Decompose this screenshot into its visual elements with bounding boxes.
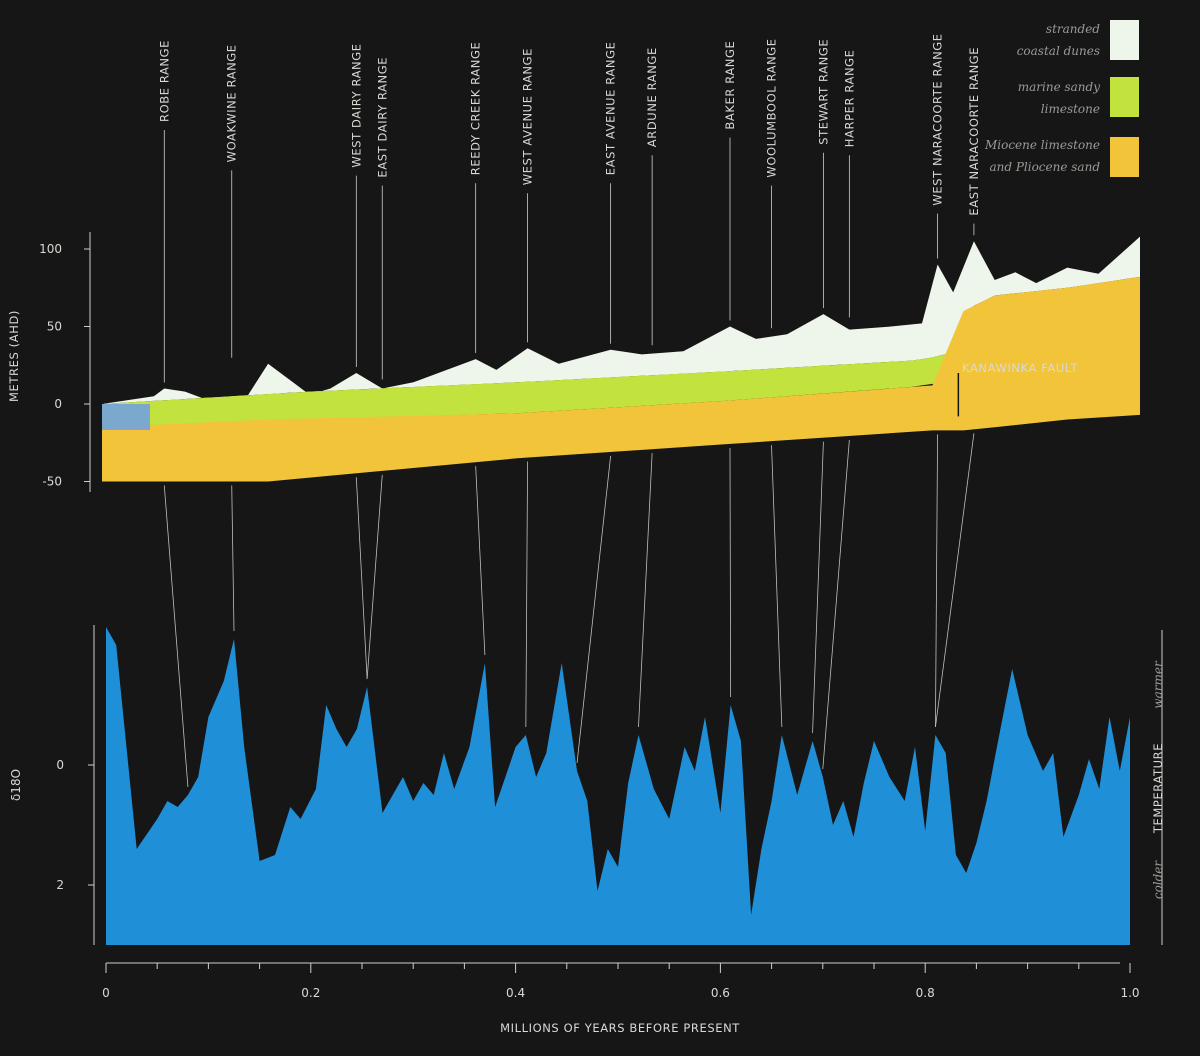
range-labels: ROBE RANGE WOAKWINE RANGE WEST DAIRY RANGE… (157, 33, 981, 383)
sea-water-band (102, 404, 150, 430)
elevation-y-tick-label: 100 (39, 242, 62, 256)
x-tick-label: 0.4 (506, 986, 525, 1000)
range-label: ARDUNE RANGE (645, 47, 659, 147)
temperature-axis-high: warmer (1151, 660, 1165, 709)
legend-swatch-miocene (1110, 137, 1139, 177)
x-tick-label: 0.6 (711, 986, 730, 1000)
range-label: EAST AVENUE RANGE (604, 41, 618, 175)
range-label: HARPER RANGE (842, 49, 856, 147)
range-label: ROBE RANGE (157, 40, 171, 122)
kanawinka-fault-label: KANAWINKA FAULT (962, 361, 1078, 375)
legend-label-marine-1: marine sandy (1018, 80, 1100, 94)
legend-label-miocene-2: and Pliocene sand (989, 160, 1100, 174)
legend-label-dunes-2: coastal dunes (1017, 44, 1100, 58)
x-tick-label: 0.2 (301, 986, 320, 1000)
legend: stranded coastal dunes marine sandy lime… (984, 20, 1139, 177)
range-peak-connector (812, 441, 824, 734)
range-peak-connector (771, 445, 783, 728)
range-peak-connector (638, 453, 653, 728)
range-peak-connector (729, 447, 732, 698)
legend-item-miocene: Miocene limestone and Pliocene sand (984, 137, 1139, 177)
range-peak-connector (475, 466, 486, 656)
isotope-area (106, 627, 1130, 945)
range-peak-connector (355, 477, 368, 680)
layer-miocene-limestone-pliocene-sand (102, 276, 1140, 482)
elevation-y-ticks: 100 50 0 -50 (39, 242, 90, 489)
range-label: WOOLUMBOOL RANGE (765, 38, 779, 177)
isotope-y-axis-label: δ18O (9, 769, 23, 801)
range-peak-connector (525, 461, 528, 728)
legend-label-miocene-1: Miocene limestone (984, 138, 1100, 152)
legend-item-marine: marine sandy limestone (1018, 77, 1139, 117)
range-peak-connector (231, 485, 235, 632)
elevation-y-tick-label: 50 (47, 320, 62, 334)
range-label: BAKER RANGE (723, 41, 737, 130)
range-peak-connector (576, 455, 612, 764)
x-axis-label: MILLIONS OF YEARS BEFORE PRESENT (500, 1021, 740, 1035)
range-peak-connector (935, 433, 975, 728)
temperature-axis-low: colder (1151, 860, 1165, 900)
range-peak-connector (935, 434, 938, 728)
range-label: EAST NARACOORTE RANGE (967, 47, 981, 216)
legend-item-dunes: stranded coastal dunes (1017, 20, 1139, 60)
range-label: EAST DAIRY RANGE (375, 57, 389, 178)
range-peak-connector (163, 485, 189, 788)
range-peak-connector (822, 439, 850, 770)
legend-swatch-dunes (1110, 20, 1139, 60)
range-label: WEST AVENUE RANGE (521, 48, 535, 185)
range-label: WEST NARACOORTE RANGE (931, 33, 945, 205)
elevation-y-tick-label: 0 (54, 397, 62, 411)
layer-marine-sandy-limestone (102, 349, 964, 428)
isotope-y-tick-label: 0 (56, 758, 64, 772)
x-tick-label: 0.8 (916, 986, 935, 1000)
elevation-layers (102, 236, 1140, 482)
legend-swatch-marine (1110, 77, 1139, 117)
range-label: WEST DAIRY RANGE (349, 43, 363, 167)
elevation-y-axis-label: METRES (AHD) (7, 310, 21, 402)
x-ticks: 0 0.2 0.4 0.6 0.8 1.0 (102, 963, 1140, 1000)
elevation-section-chart: METRES (AHD) 100 50 0 -50 ROBE RANGE WOAKWIN… (7, 33, 1140, 492)
temperature-axis-label: TEMPERATURE (1151, 743, 1165, 834)
range-label: WOAKWINE RANGE (225, 44, 239, 162)
range-to-peak-connectors (163, 433, 975, 788)
legend-label-marine-2: limestone (1041, 102, 1100, 116)
x-tick-label: 0 (102, 986, 110, 1000)
oxygen-isotope-chart: δ18O 02 0 0.2 0.4 0.6 0.8 1.0 MILLIONS OF YEA… (9, 625, 1165, 1035)
x-tick-label: 1.0 (1120, 986, 1139, 1000)
elevation-y-tick-label: -50 (42, 475, 62, 489)
range-label: REEDY CREEK RANGE (469, 42, 483, 176)
layer-stranded-coastal-dunes (102, 236, 1140, 404)
range-peak-connector (366, 474, 383, 680)
range-label: STEWART RANGE (816, 39, 830, 145)
legend-label-dunes-1: stranded (1046, 22, 1100, 36)
isotope-y-tick-label: 2 (56, 878, 64, 892)
isotope-y-ticks: 02 (56, 758, 94, 892)
